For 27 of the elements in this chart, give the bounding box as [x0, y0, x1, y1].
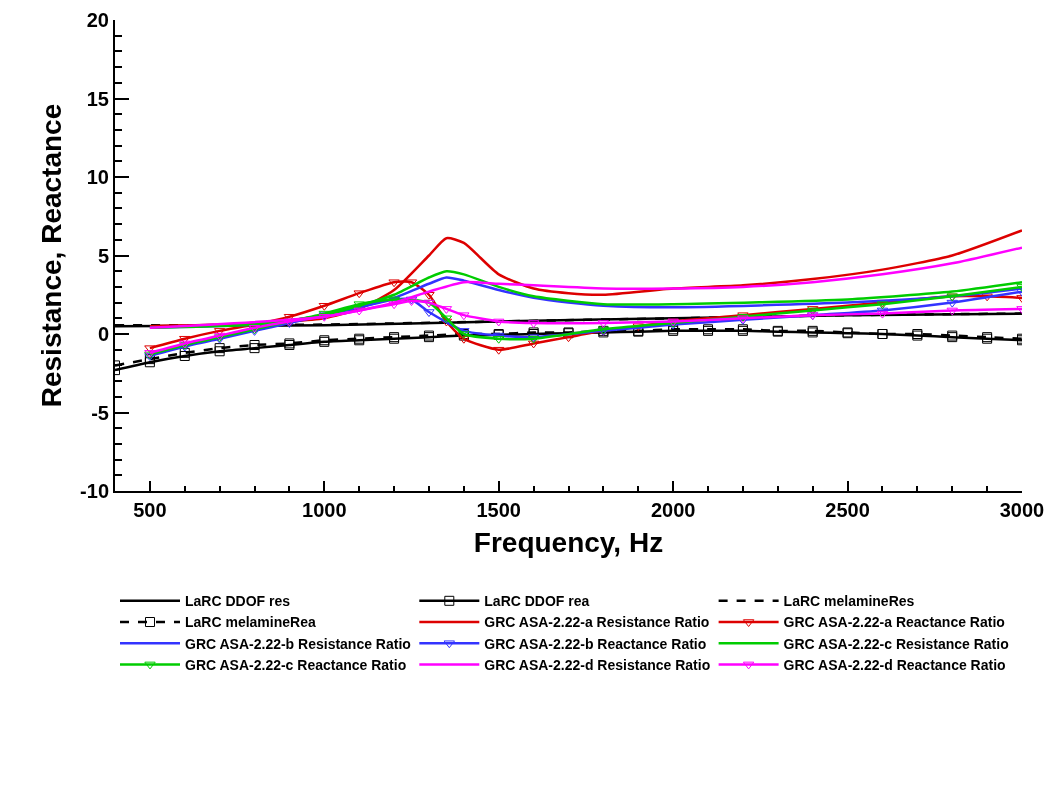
legend-label: GRC ASA-2.22-d Reactance Ratio: [783, 656, 1006, 673]
legend-label: GRC ASA-2.22-d Resistance Ratio: [484, 656, 711, 673]
legend-label: GRC ASA-2.22-c Resistance Ratio: [783, 635, 1009, 652]
legend-label: LaRC melamineRes: [783, 593, 915, 610]
x-tick-label: 2500: [825, 499, 870, 521]
y-tick-label: 0: [97, 323, 109, 345]
y-tick-label: -10: [80, 480, 109, 502]
legend-label: LaRC melamineRea: [185, 614, 316, 631]
x-tick-label: 1000: [302, 499, 347, 521]
x-tick-label: 1500: [476, 499, 521, 521]
legend-label: LaRC DDOF res: [185, 593, 291, 610]
y-tick-label: -5: [91, 401, 109, 424]
legend-label: GRC ASA-2.22-b Resistance Ratio: [185, 635, 411, 652]
y-axis-title: Resistance, Reactance: [36, 103, 68, 408]
legend-label: GRC ASA-2.22-c Reactance Ratio: [185, 656, 407, 673]
x-tick-label: 3000: [999, 499, 1045, 521]
legend-label: LaRC DDOF rea: [484, 593, 590, 610]
x-axis-title: Frequency, Hz: [473, 526, 664, 558]
x-tick-label: 500: [133, 499, 167, 521]
y-tick-label: 20: [86, 9, 109, 31]
y-tick-label: 10: [86, 166, 109, 188]
y-tick-label: 15: [86, 87, 109, 110]
x-tick-label: 2000: [650, 499, 696, 521]
y-tick-label: 5: [97, 244, 109, 267]
legend-label: GRC ASA-2.22-b Reactance Ratio: [484, 635, 707, 652]
legend-label: GRC ASA-2.22-a Reactance Ratio: [783, 614, 1005, 631]
legend-label: GRC ASA-2.22-a Resistance Ratio: [484, 614, 710, 631]
